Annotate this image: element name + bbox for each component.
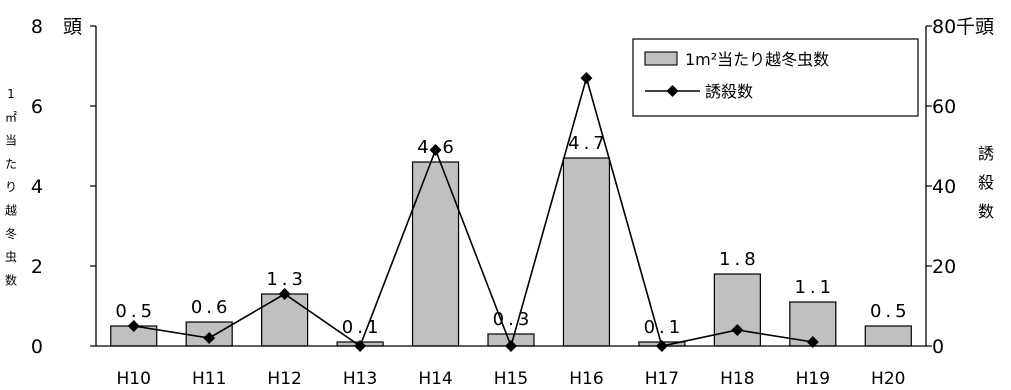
data-label-H19: 1.1 <box>794 277 835 298</box>
bar-series <box>110 157 912 347</box>
left-axis-label-char: り <box>5 180 17 194</box>
left-axis-label-char: 冬 <box>5 226 17 241</box>
right-tick-label: 80 <box>932 16 956 38</box>
right-tick-label: 0 <box>932 336 944 358</box>
data-label-H17: 0.1 <box>644 317 685 338</box>
x-tick-label-H17: H17 <box>645 369 679 389</box>
left-axis-label-char: 虫 <box>5 250 17 264</box>
data-label-H15: 0.3 <box>493 309 534 330</box>
left-unit-label: 頭 <box>63 16 82 38</box>
left-tick-label: 4 <box>31 176 43 198</box>
x-tick-label-H20: H20 <box>871 369 905 389</box>
x-tick-label-H19: H19 <box>796 369 830 389</box>
right-tick-label: 40 <box>932 176 956 198</box>
legend-bar-label: 1m²当たり越冬虫数 <box>685 50 829 69</box>
x-tick-label-H18: H18 <box>720 369 754 389</box>
left-axis-label-char: た <box>5 157 17 171</box>
x-tick-label-H14: H14 <box>418 369 452 389</box>
line-point-H10 <box>127 320 140 332</box>
data-label-H10: 0.5 <box>115 301 156 322</box>
data-label-H16: 4.7 <box>568 133 609 154</box>
x-tick-label-H16: H16 <box>569 369 603 389</box>
line-series <box>127 72 819 352</box>
left-tick-label: 8 <box>31 16 43 38</box>
left-axis-label-char: ㎡ <box>5 110 17 124</box>
legend-line-marker <box>666 85 679 97</box>
right-tick-label: 60 <box>932 96 956 118</box>
axes: 0 2 4 6 8 頭 0 20 40 60 80 千頭 H10 H11 H12 H13 H14 H15 H16 H1… <box>31 16 994 389</box>
legend-line-label: 誘殺数 <box>705 82 753 101</box>
right-tick-label: 20 <box>932 256 956 278</box>
left-tick-label: 2 <box>31 256 43 278</box>
left-axis-label-char: 当 <box>5 134 17 148</box>
left-axis-label-char: 越 <box>5 204 17 218</box>
line-point-H19 <box>806 336 819 348</box>
left-tick-label: 6 <box>31 96 43 118</box>
line-point-H14 <box>429 144 442 156</box>
right-unit-label: 千頭 <box>956 16 994 38</box>
right-axis-label-char: 数 <box>978 202 994 221</box>
right-axis-label: 誘殺数 <box>978 144 994 221</box>
left-axis-label-char: 数 <box>5 272 17 287</box>
data-label-H20: 0.5 <box>870 301 911 322</box>
x-tick-label-H10: H10 <box>117 369 151 389</box>
line-point-H11 <box>203 332 216 344</box>
data-label-H14: 4.6 <box>417 137 458 158</box>
x-tick-label-H11: H11 <box>192 369 226 389</box>
line-path <box>133 75 813 349</box>
legend-bar-swatch <box>644 51 678 66</box>
left-axis-label-char: 1 <box>7 87 15 101</box>
bar-H20 <box>864 325 912 347</box>
bar-H12 <box>261 293 309 347</box>
x-tick-label-H12: H12 <box>267 369 301 389</box>
data-label-H13: 0.1 <box>342 317 383 338</box>
line-point-H12 <box>278 288 291 300</box>
line-point-H16 <box>580 72 593 84</box>
left-axis-label: 1 ㎡当たり越冬虫数 <box>5 87 17 287</box>
right-axis-label-char: 殺 <box>978 173 994 192</box>
line-point-H18 <box>731 324 744 336</box>
right-axis-label-char: 誘 <box>978 144 994 163</box>
data-label-H12: 1.3 <box>266 269 307 290</box>
bar-H16 <box>562 157 611 347</box>
data-labels: 0.5 0.6 1.3 0.1 4.6 0.3 4.7 0.1 1.8 1.1 0.5 <box>115 133 911 338</box>
data-label-H18: 1.8 <box>719 249 760 270</box>
legend-box <box>632 38 919 117</box>
x-tick-label-H15: H15 <box>494 369 528 389</box>
left-tick-label: 0 <box>31 336 43 358</box>
data-label-H11: 0.6 <box>191 297 232 318</box>
x-tick-label-H13: H13 <box>343 369 377 389</box>
